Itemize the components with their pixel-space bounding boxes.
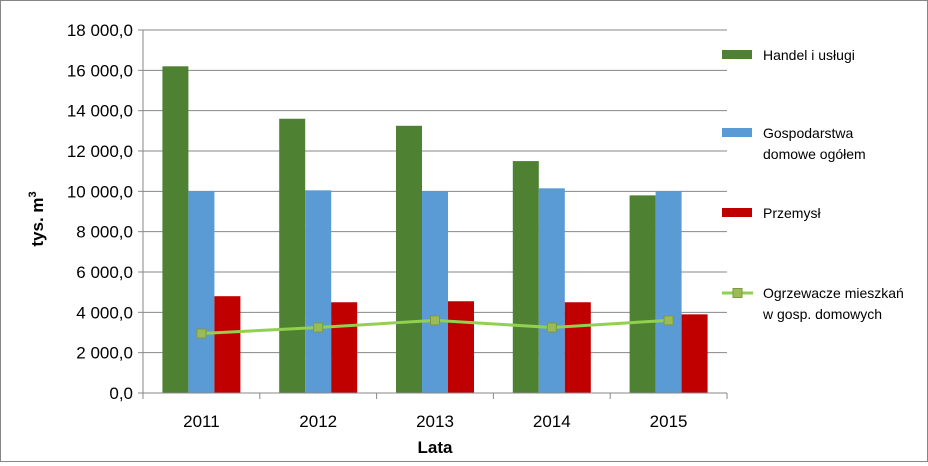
bar-1	[629, 195, 656, 393]
y-tick-label: 16 000,0	[67, 61, 133, 80]
legend-marker	[732, 288, 743, 298]
y-tick-label: 0,0	[109, 384, 133, 403]
bar-2	[655, 191, 682, 393]
y-tick-label: 6 000,0	[76, 263, 133, 282]
bar-3	[214, 296, 241, 393]
y-tick-label: 14 000,0	[67, 102, 133, 121]
bar-2	[422, 191, 448, 393]
tick-labels: 0,0 2 000,0 4 000,0 6 000,0 8 000,0 10 000,0 1…	[67, 21, 688, 431]
line-point	[196, 328, 207, 339]
legend-label: Handel i usługi	[763, 47, 855, 63]
line-series	[196, 315, 674, 339]
legend: Handel i usługi Gospodarstwa domowe ogółem…	[722, 47, 904, 322]
x-tick-label: 2012	[299, 412, 337, 431]
bars	[162, 66, 708, 394]
y-tick-label: 12 000,0	[67, 142, 133, 161]
legend-label: Gospodarstwa domowe ogółem	[763, 125, 866, 162]
bar-1	[512, 161, 539, 393]
bar-1	[396, 125, 422, 394]
bar-3	[331, 302, 358, 393]
axes	[138, 29, 728, 399]
bar-3	[564, 302, 591, 393]
legend-swatch	[722, 50, 752, 59]
y-axis-title-text: tys. m	[28, 197, 47, 246]
legend-label: Przemysł	[763, 205, 821, 221]
bar-2	[538, 188, 565, 393]
bar-3	[448, 301, 474, 393]
legend-swatch	[722, 128, 752, 137]
bar-3	[681, 314, 708, 393]
bar-1	[162, 66, 189, 394]
y-axis-title: tys. m3	[27, 191, 47, 246]
y-tick-label: 10 000,0	[67, 182, 133, 201]
line-point	[430, 315, 440, 326]
line-point	[546, 322, 557, 333]
y-tick-label: 18 000,0	[67, 21, 133, 40]
y-axis-title-superscript: 3	[27, 191, 39, 197]
bar-2	[188, 191, 215, 393]
x-axis-title: Lata	[418, 438, 454, 457]
line-point	[663, 315, 674, 326]
y-tick-label: 4 000,0	[76, 303, 133, 322]
x-tick-label: 2014	[533, 412, 571, 431]
y-tick-label: 8 000,0	[76, 223, 133, 242]
bar-1	[279, 118, 306, 393]
y-tick-label: 2 000,0	[76, 344, 133, 363]
bar-2	[305, 190, 332, 393]
line-point	[313, 322, 324, 333]
legend-label: Ogrzewacze mieszkań w gosp. domowych	[762, 285, 904, 322]
x-tick-label: 2015	[650, 412, 688, 431]
x-tick-label: 2011	[183, 412, 220, 431]
x-tick-label: 2013	[416, 412, 454, 431]
legend-swatch	[722, 208, 752, 217]
